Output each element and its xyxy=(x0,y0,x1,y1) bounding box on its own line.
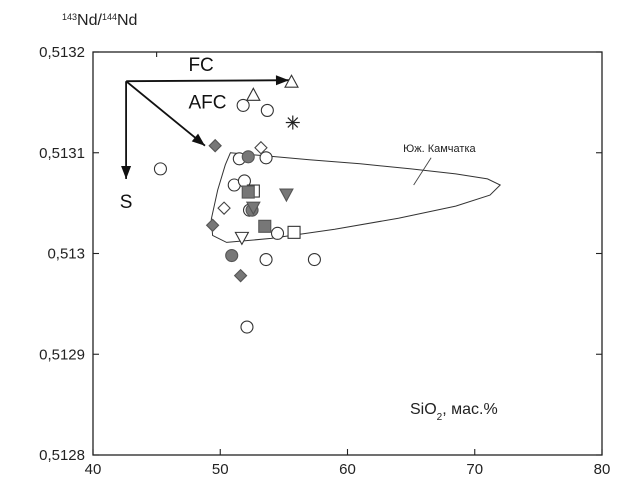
point-circle-open xyxy=(259,252,273,267)
south-kamchatka-outline xyxy=(210,152,502,243)
vector-afc-line xyxy=(125,80,206,147)
point-circle-open xyxy=(259,151,273,165)
y-tick-label: 0,5128 xyxy=(39,447,85,464)
vector-fc-label: FC xyxy=(188,55,213,76)
point-diamond-filled xyxy=(233,268,248,283)
y-axis-label: 143Nd/144Nd xyxy=(62,12,137,29)
vectors-layer: FC AFC S xyxy=(120,55,289,213)
x-tick-label: 70 xyxy=(466,461,483,478)
point-diamond-filled xyxy=(205,218,220,233)
y-tick-label: 0,5129 xyxy=(39,346,85,363)
point-asterisk xyxy=(285,115,300,130)
y-axis-label-sup2: 144 xyxy=(102,12,117,22)
region-layer: Юж. Камчатка xyxy=(210,143,502,243)
point-triangle-down-open xyxy=(234,231,250,246)
y-axis-label-mid: Nd/ xyxy=(77,12,102,29)
point-circle-open xyxy=(153,162,167,176)
point-square-open xyxy=(287,225,301,239)
point-triangle-up-open xyxy=(284,74,299,88)
point-circle-filled xyxy=(241,150,255,164)
vector-fc-line xyxy=(126,79,289,83)
south-kamchatka-label: Юж. Камчатка xyxy=(403,143,476,155)
x-tick-label: 50 xyxy=(212,461,229,478)
y-tick-label: 0,5132 xyxy=(39,44,85,61)
point-circle-open xyxy=(260,103,274,117)
x-tick-label: 40 xyxy=(85,461,102,478)
vector-afc-arrowhead xyxy=(191,133,205,146)
points-layer xyxy=(153,74,321,334)
x-axis-label-rest: , мас.% xyxy=(442,401,497,418)
vector-fc-arrowhead xyxy=(275,75,289,86)
x-axis-label-main: SiO xyxy=(410,401,437,418)
vector-s-arrowhead xyxy=(121,165,132,179)
plot-frame xyxy=(92,51,603,456)
point-diamond-open xyxy=(217,201,231,215)
y-axis-label-sup1: 143 xyxy=(62,12,77,22)
point-diamond-filled xyxy=(208,138,222,153)
x-axis-label-sub: 2 xyxy=(437,412,443,423)
vector-afc-label: AFC xyxy=(188,92,226,113)
point-triangle-up-open xyxy=(245,87,261,101)
point-circle-open xyxy=(307,252,321,267)
y-tick-label: 0,513 xyxy=(47,246,85,263)
point-square-filled xyxy=(258,219,272,233)
y-tick-label: 0,5131 xyxy=(39,145,85,162)
point-square-filled xyxy=(241,185,255,199)
point-circle-open xyxy=(236,98,250,112)
point-diamond-open xyxy=(254,140,268,155)
x-axis-label: SiO2, мас.% xyxy=(410,401,498,423)
point-circle-filled xyxy=(225,248,239,263)
point-circle-open xyxy=(270,226,285,240)
y-axis-label-post: Nd xyxy=(117,12,137,29)
vector-s-label: S xyxy=(120,192,133,213)
point-triangle-down-filled xyxy=(245,201,261,216)
point-circle-open xyxy=(240,320,254,334)
x-tick-label: 80 xyxy=(594,461,611,478)
x-tick-label: 60 xyxy=(339,461,356,478)
south-kamchatka-leader xyxy=(413,157,432,186)
point-triangle-down-filled xyxy=(278,188,294,203)
axes-layer: 40 50 60 70 80 0,5128 0,5129 0,513 0,5131 0,5132 xyxy=(39,44,610,478)
